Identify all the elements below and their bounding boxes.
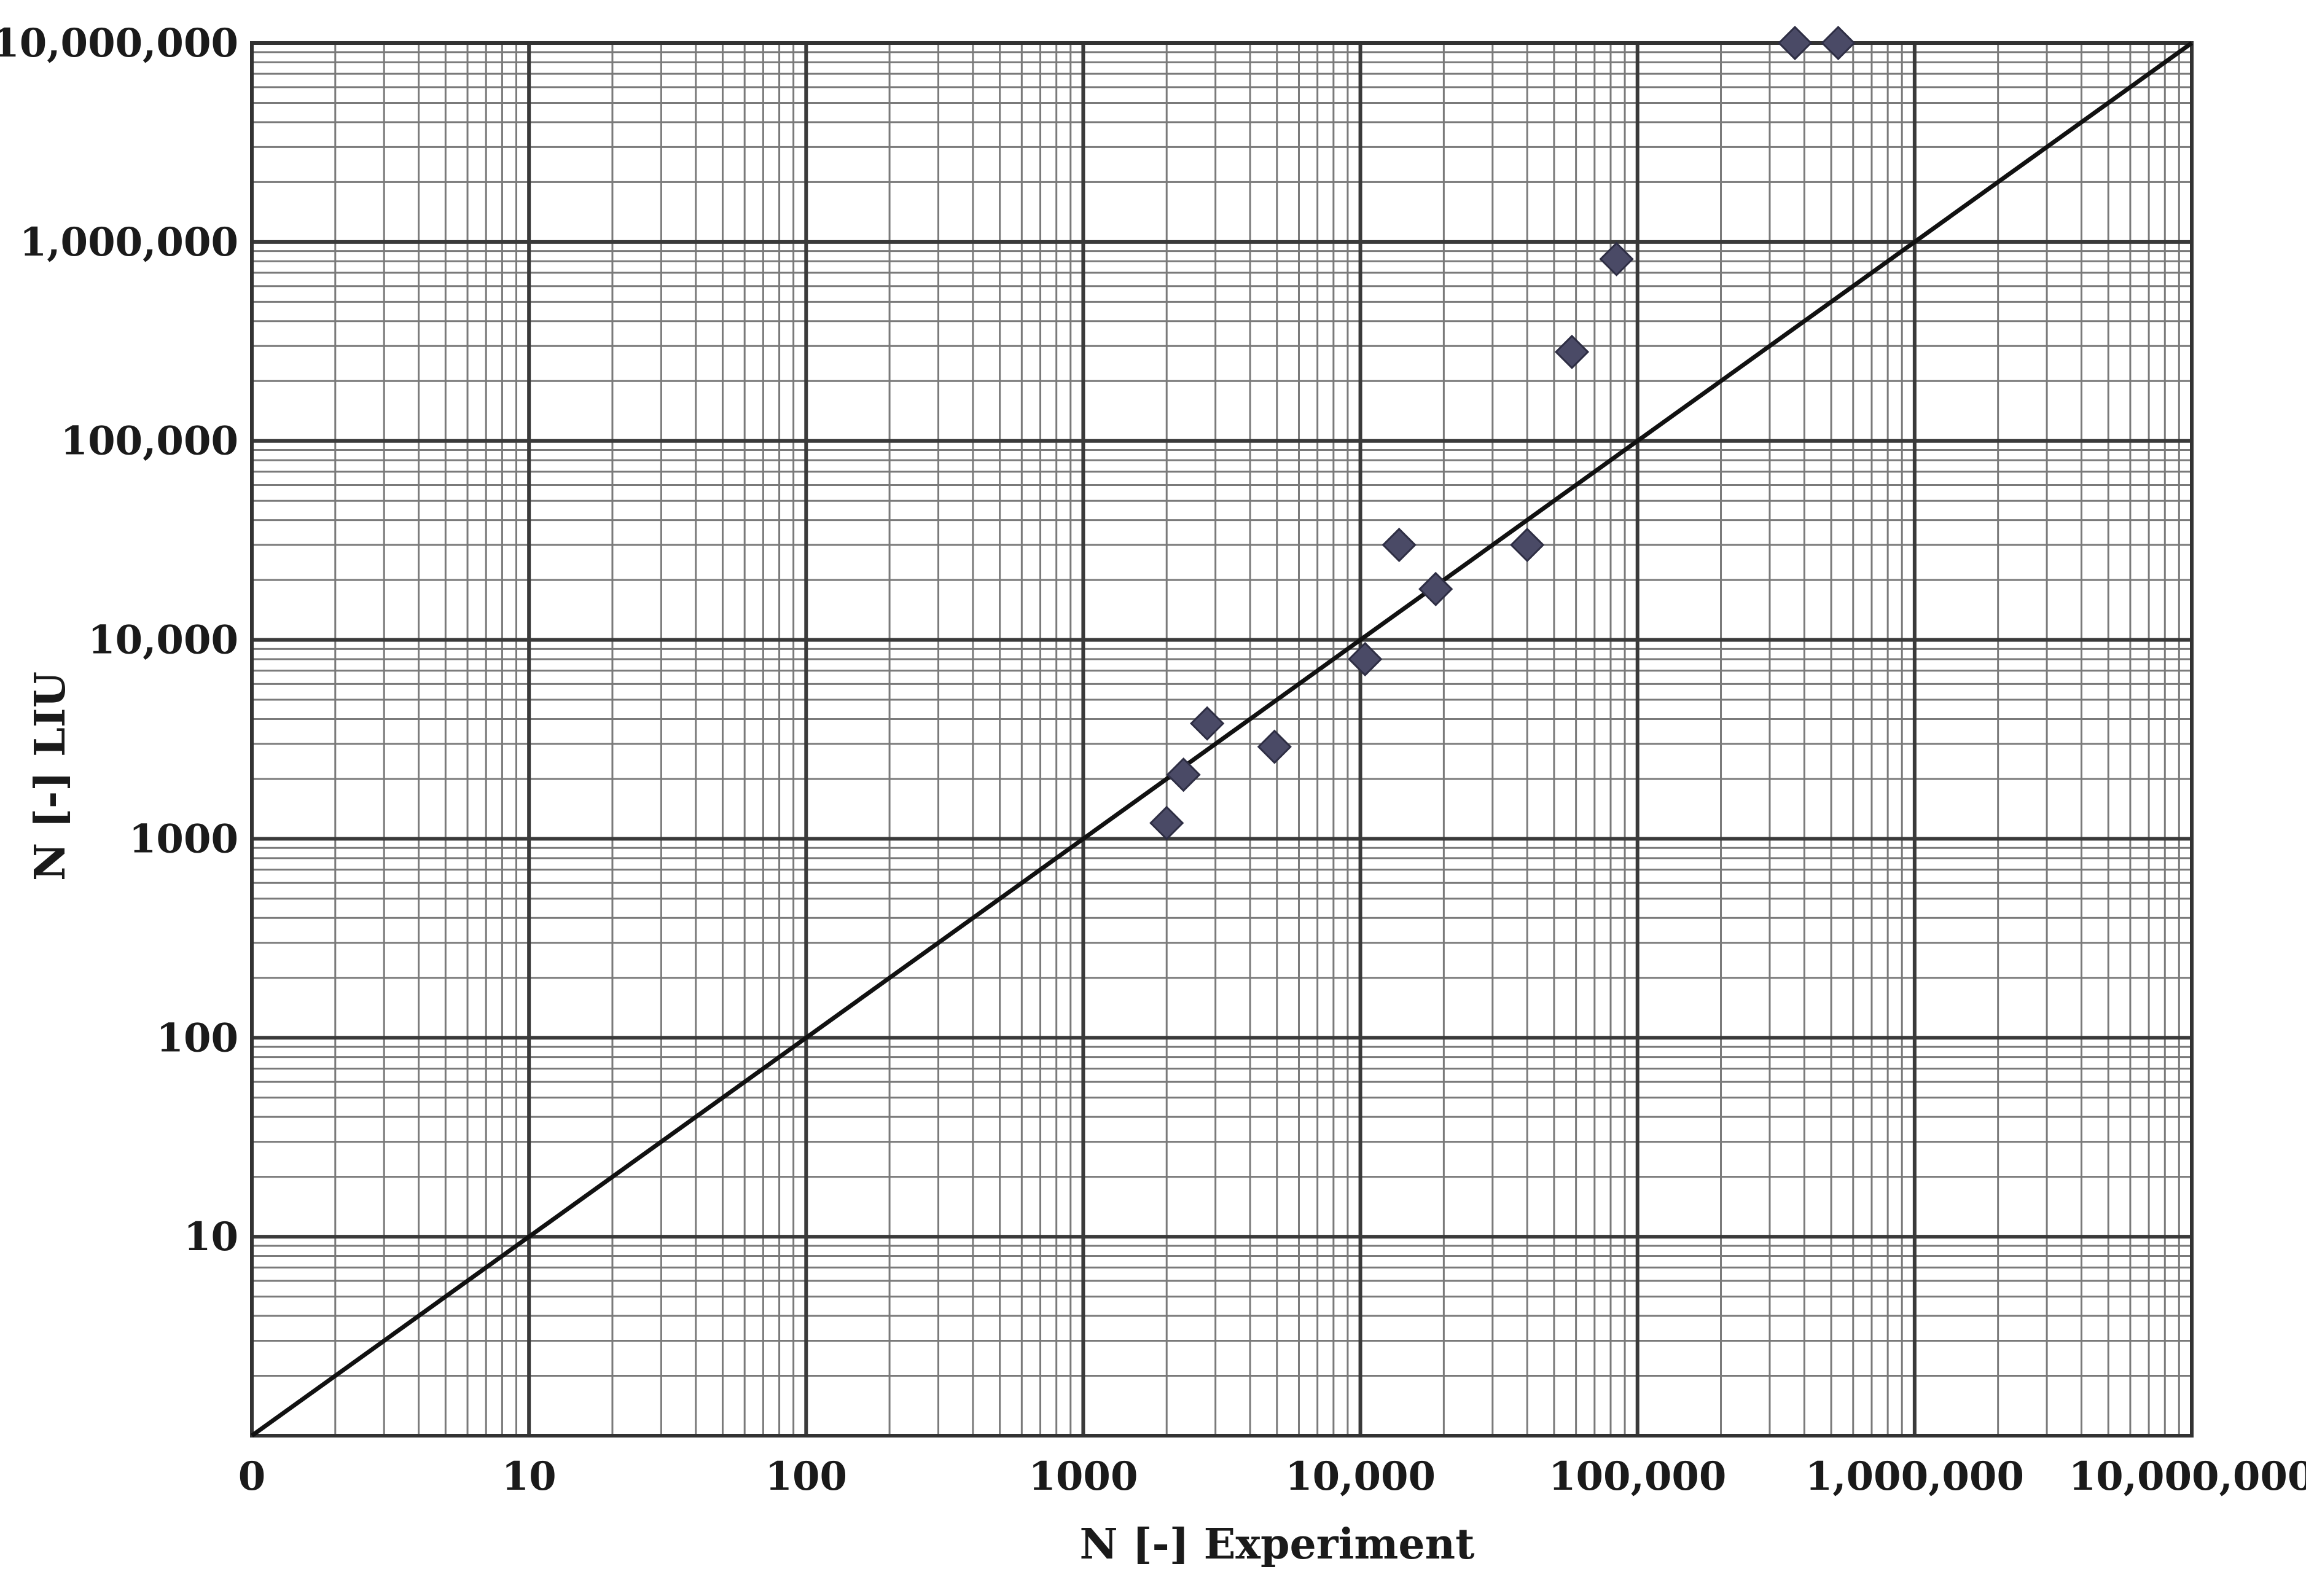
reference-line-group [250, 41, 2194, 1438]
data-point [1149, 805, 1184, 840]
x-tick-label: 1,000,000 [1805, 1453, 2024, 1500]
x-tick-label: 10 [502, 1453, 557, 1500]
data-point [1554, 334, 1590, 370]
x-tick-label: 10,000,000 [2069, 1453, 2306, 1500]
data-point [1190, 706, 1225, 741]
x-tick-label: 10,000 [1285, 1453, 1436, 1500]
data-point [1599, 241, 1634, 276]
data-point [1821, 25, 1856, 61]
x-axis-title: N [-] Experiment [1080, 1520, 1475, 1569]
data-point [1510, 527, 1545, 563]
plot-border [250, 41, 2194, 1438]
reference-line [250, 41, 2194, 1438]
data-points [1149, 25, 1856, 840]
y-tick-label: 100,000 [61, 418, 238, 464]
y-tick-label: 10 [184, 1214, 238, 1260]
x-axis-ticks: 0 10 100 1000 10,000 100,000 1,000,000 10,000,0… [238, 1453, 2306, 1500]
data-point [1777, 25, 1813, 61]
data-point [1166, 757, 1201, 792]
y-axis-ticks: 10 100 1000 10,000 100,000 1,000,000 10,000,00… [0, 20, 238, 1260]
x-tick-label: 100 [765, 1453, 847, 1500]
y-axis-title: N [-] LIU [26, 671, 75, 881]
data-point [1382, 527, 1417, 563]
x-tick-label: 1000 [1028, 1453, 1138, 1500]
data-point [1418, 571, 1453, 607]
y-tick-label: 1,000,000 [20, 219, 238, 265]
data-point [1257, 729, 1292, 764]
x-tick-label: 0 [238, 1453, 266, 1500]
plot-frame [250, 41, 2194, 1438]
x-tick-label: 100,000 [1549, 1453, 1726, 1500]
y-tick-label: 10,000,000 [0, 20, 238, 66]
data-point [1348, 641, 1383, 677]
y-tick-label: 100 [156, 1015, 238, 1061]
y-tick-label: 10,000 [88, 617, 238, 663]
y-tick-label: 1000 [129, 816, 238, 862]
